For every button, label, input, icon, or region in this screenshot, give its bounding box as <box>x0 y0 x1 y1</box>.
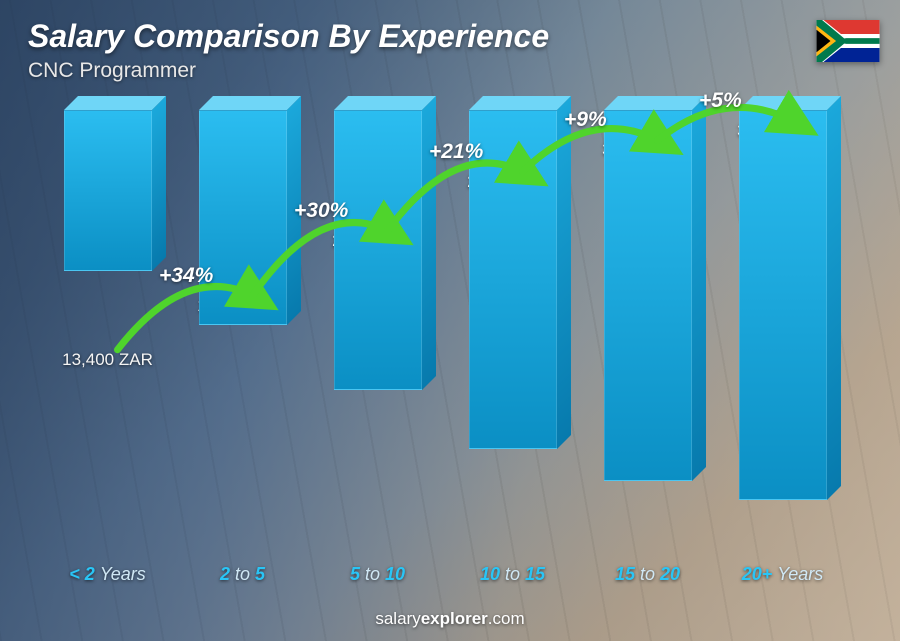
bar-side-face <box>557 82 571 449</box>
bar-slot: 30,800 ZAR <box>580 110 715 553</box>
x-axis-label: 5 to 10 <box>310 564 445 585</box>
footer-text: salaryexplorer.com <box>375 609 524 628</box>
bar-slot: 32,400 ZAR <box>715 110 850 553</box>
page-subtitle: CNC Programmer <box>28 59 872 83</box>
bar-front <box>64 110 152 271</box>
bar <box>199 110 287 325</box>
bar-top-face <box>199 96 301 110</box>
bar-top-face <box>334 96 436 110</box>
bar-top-face <box>64 96 166 110</box>
bar <box>64 110 152 271</box>
header: Salary Comparison By Experience CNC Prog… <box>28 18 872 83</box>
page-title: Salary Comparison By Experience <box>28 18 872 55</box>
bar-chart: 13,400 ZAR 17,900 ZAR23,300 ZAR28,200 ZAR… <box>40 110 850 581</box>
bar-front <box>739 110 827 500</box>
bar-side-face <box>827 82 841 500</box>
bar-side-face <box>152 82 166 271</box>
bar-front <box>334 110 422 390</box>
bar-top-face <box>469 96 571 110</box>
bar-slot: 28,200 ZAR <box>445 110 580 553</box>
pct-increase-label: +21% <box>429 140 483 164</box>
bar-slot: 13,400 ZAR <box>40 110 175 553</box>
x-axis-label: 10 to 15 <box>445 564 580 585</box>
bar-side-face <box>692 82 706 481</box>
bar-front <box>604 110 692 481</box>
bar-front <box>199 110 287 325</box>
x-axis-label: < 2 Years <box>40 564 175 585</box>
footer-attribution: salaryexplorer.com <box>0 609 900 629</box>
bar-side-face <box>422 82 436 390</box>
bar-slot: 23,300 ZAR <box>310 110 445 553</box>
x-axis-label: 15 to 20 <box>580 564 715 585</box>
bar <box>334 110 422 390</box>
pct-increase-label: +9% <box>564 108 607 132</box>
bar-slot: 17,900 ZAR <box>175 110 310 553</box>
pct-increase-label: +5% <box>699 89 742 113</box>
bar <box>739 110 827 500</box>
x-axis-label: 2 to 5 <box>175 564 310 585</box>
pct-increase-label: +34% <box>159 264 213 288</box>
pct-increase-label: +30% <box>294 199 348 223</box>
bar-value-label: 13,400 ZAR <box>62 350 153 370</box>
flag-icon <box>816 20 880 62</box>
x-axis-label: 20+ Years <box>715 564 850 585</box>
bar-top-face <box>604 96 706 110</box>
bar <box>604 110 692 481</box>
bar-top-face <box>739 96 841 110</box>
